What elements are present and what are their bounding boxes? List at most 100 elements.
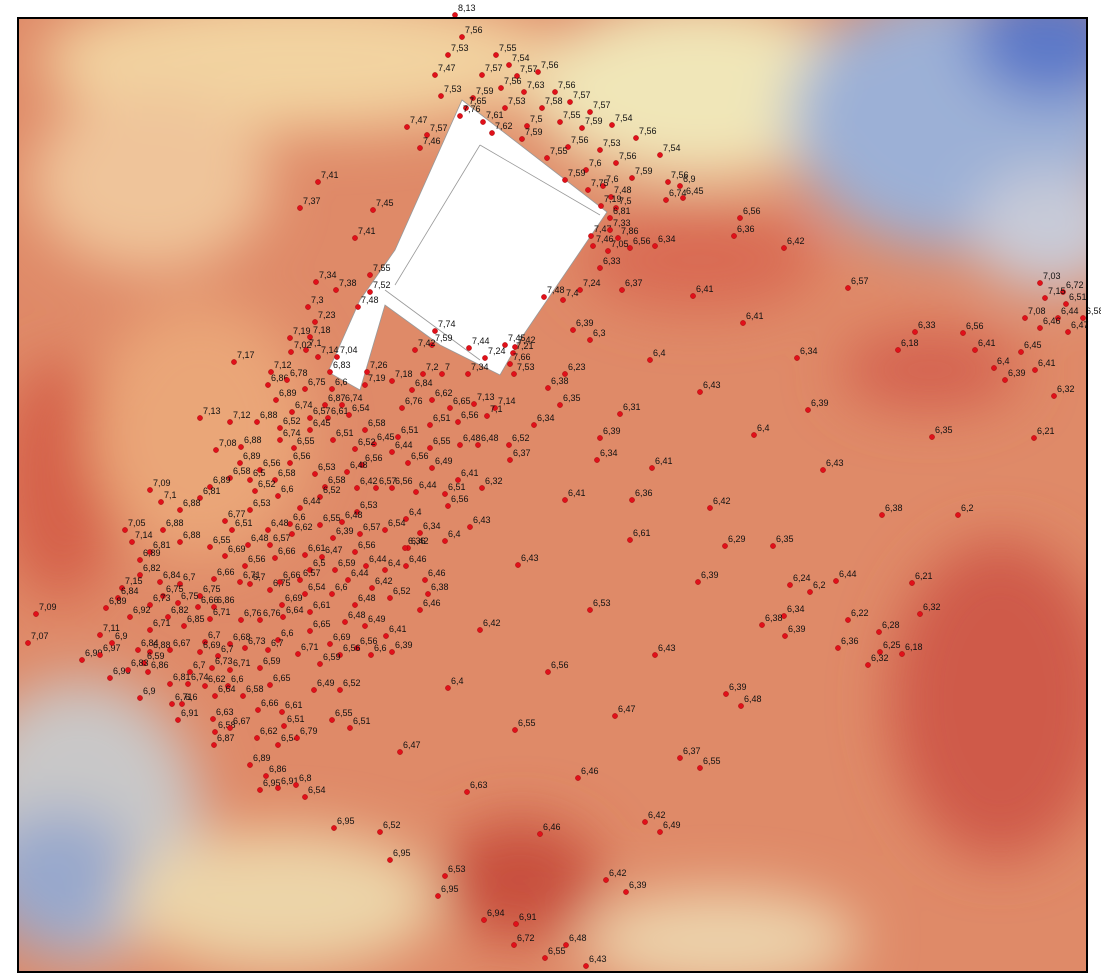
point-label: 6,58: [233, 466, 251, 476]
point-label: 6,54: [308, 785, 326, 795]
point-label: 6,55: [703, 756, 721, 766]
sample-point: [227, 667, 232, 672]
point-label: 6,9: [683, 174, 696, 184]
point-label: 6,6: [335, 582, 348, 592]
sample-point: [455, 419, 460, 424]
point-label: 6,51: [433, 413, 451, 423]
point-label: 6,82: [171, 605, 189, 615]
sample-point: [247, 762, 252, 767]
point-label: 6,49: [368, 614, 386, 624]
sample-point: [545, 669, 550, 674]
point-label: 6,41: [461, 468, 479, 478]
point-label: 6,69: [333, 632, 351, 642]
sample-point: [583, 963, 588, 968]
point-label: 6,52: [283, 416, 301, 426]
point-label: 6,58: [368, 418, 386, 428]
point-label: 7,05: [611, 239, 629, 249]
point-label: 6,61: [313, 600, 331, 610]
point-label: 6,71: [153, 618, 171, 628]
point-label: 7,55: [499, 43, 517, 53]
point-label: 6,76: [405, 396, 423, 406]
sample-point: [311, 687, 316, 692]
sample-point: [302, 552, 307, 557]
sample-point: [612, 713, 617, 718]
sample-point: [344, 469, 349, 474]
sample-point: [794, 355, 799, 360]
sample-point: [291, 445, 296, 450]
sample-point: [209, 665, 214, 670]
sample-point: [807, 589, 812, 594]
point-label: 6,43: [658, 643, 676, 653]
point-label: 6,73: [248, 636, 266, 646]
sample-point: [465, 371, 470, 376]
sample-point: [1037, 325, 1042, 330]
sample-point: [417, 145, 422, 150]
point-label: 6,52: [383, 820, 401, 830]
sample-point: [438, 93, 443, 98]
point-label: 7,63: [527, 80, 545, 90]
point-label: 6,86: [269, 764, 287, 774]
sample-point: [459, 34, 464, 39]
sample-point: [507, 457, 512, 462]
point-label: 6,9: [143, 686, 156, 696]
sample-point: [103, 605, 108, 610]
point-label: 6,46: [581, 766, 599, 776]
sample-point: [575, 775, 580, 780]
point-label: 6,51: [1069, 292, 1087, 302]
sample-point: [447, 405, 452, 410]
point-label: 6,69: [228, 544, 246, 554]
sample-point: [562, 177, 567, 182]
sample-point: [722, 543, 727, 548]
sample-point: [354, 485, 359, 490]
point-label: 7,57: [573, 90, 591, 100]
point-label: 6,67: [233, 716, 251, 726]
point-label: 6,43: [473, 515, 491, 525]
point-label: 6,36: [737, 224, 755, 234]
point-label: 6,72: [1066, 280, 1084, 290]
point-label: 6,56: [551, 660, 569, 670]
point-label: 6,53: [318, 462, 336, 472]
point-label: 6,6: [281, 628, 294, 638]
sample-point: [222, 518, 227, 523]
sample-point: [865, 662, 870, 667]
sample-point: [289, 409, 294, 414]
point-label: 6,64: [218, 684, 236, 694]
sample-point: [307, 415, 312, 420]
point-label: 7,66: [513, 352, 531, 362]
sample-point: [195, 604, 200, 609]
sample-point: [231, 359, 236, 364]
point-label: 6,62: [208, 674, 226, 684]
point-label: 6,62: [435, 388, 453, 398]
point-label: 6,73: [215, 656, 233, 666]
point-label: 6,66: [201, 595, 219, 605]
point-label: 6,44: [369, 554, 387, 564]
point-label: 6,47: [618, 704, 636, 714]
sample-point: [334, 354, 339, 359]
sample-point: [129, 539, 134, 544]
point-label: 6,28: [882, 620, 900, 630]
sample-point: [464, 789, 469, 794]
point-label: 6,87: [328, 393, 346, 403]
sample-point: [677, 755, 682, 760]
sample-point: [417, 530, 422, 535]
point-label: 6,85: [187, 614, 205, 624]
point-label: 6,48: [271, 518, 289, 528]
sample-point: [782, 633, 787, 638]
point-label: 6,2: [961, 503, 974, 513]
sample-point: [413, 489, 418, 494]
sample-point: [399, 405, 404, 410]
sample-point: [1042, 295, 1047, 300]
point-label: 7,07: [31, 631, 49, 641]
point-label: 6,49: [663, 820, 681, 830]
sample-point: [181, 623, 186, 628]
point-label: 6,65: [453, 396, 471, 406]
sample-point: [479, 72, 484, 77]
point-label: 6,42: [609, 868, 627, 878]
sample-point: [383, 633, 388, 638]
point-label: 6,39: [603, 426, 621, 436]
point-label: 6,56: [451, 494, 469, 504]
sample-point: [211, 576, 216, 581]
point-label: 6,29: [728, 534, 746, 544]
point-label: 6,32: [923, 602, 941, 612]
sample-point: [179, 701, 184, 706]
